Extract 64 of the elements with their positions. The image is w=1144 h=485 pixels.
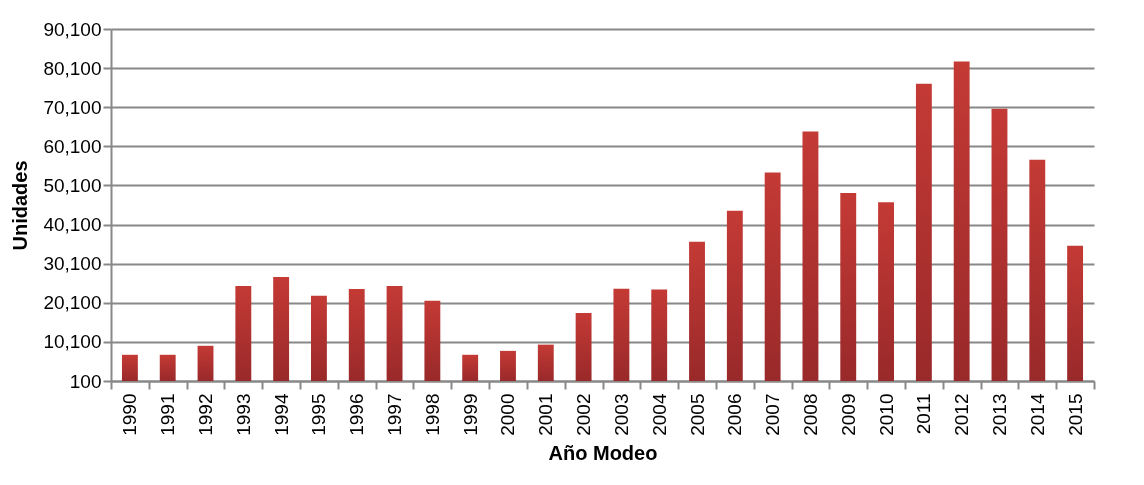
bar [235,285,252,381]
bar [462,354,479,381]
bar [348,289,365,381]
bar [802,131,819,381]
bar [386,285,403,381]
bar [1067,245,1084,381]
bar [500,350,516,381]
x-tick-label: 2000 [497,393,519,436]
bar [537,344,554,381]
bar [197,345,214,381]
x-tick-label: 1991 [157,393,179,436]
y-tick-label: 50,100 [43,174,102,196]
y-tick-label: 80,100 [43,57,102,79]
x-tick-label: 1992 [195,393,217,436]
bar [311,295,327,381]
x-tick-label: 2002 [573,393,595,436]
y-tick-label: 100 [69,370,102,392]
x-tick-label: 1993 [232,393,254,436]
y-tick-label: 90,100 [43,18,102,40]
y-tick-label: 40,100 [43,214,102,236]
x-tick-label: 1990 [119,393,141,436]
x-tick-label: 1995 [308,393,330,436]
bar [726,210,743,381]
x-tick-label: 2009 [837,393,859,436]
x-tick-label: 2004 [648,393,670,436]
bar [840,192,857,381]
y-tick-label: 20,100 [43,292,102,314]
bar [424,300,441,381]
bar [651,289,668,381]
x-tick-label: 1999 [459,393,481,436]
x-tick-label: 2010 [875,393,897,436]
bar [1029,159,1046,381]
x-axis-title: Año Modeo [548,441,658,464]
x-tick-label: 2001 [535,393,557,436]
bar [991,108,1008,381]
x-tick-label: 2012 [951,393,973,436]
bar [689,241,705,381]
x-tick-label: 2014 [1026,393,1048,436]
bar [159,354,176,381]
x-tick-label: 1997 [384,393,406,436]
x-tick-label: 2015 [1064,393,1086,436]
x-tick-label: 2005 [686,393,708,436]
x-tick-label: 2013 [988,393,1010,436]
bar [613,288,630,381]
x-tick-label: 1994 [270,393,292,436]
bar [878,202,894,381]
y-tick-label: 30,100 [43,253,102,275]
x-tick-label: 1998 [421,393,443,436]
x-tick-label: 2011 [913,393,935,435]
bar [575,312,592,381]
y-tick-label: 60,100 [43,135,102,157]
bar [915,83,932,381]
y-tick-label: 10,100 [43,331,102,353]
x-tick-label: 2006 [724,393,746,436]
x-tick-label: 1996 [346,393,368,436]
bar [764,172,781,381]
x-tick-label: 2003 [610,393,632,436]
bar [273,276,290,381]
x-tick-label: 2008 [799,393,821,436]
y-axis-title: Unidades [9,160,32,251]
bar [121,354,138,381]
x-tick-label: 2007 [762,393,784,436]
bar [953,61,970,381]
y-tick-label: 70,100 [43,96,102,118]
